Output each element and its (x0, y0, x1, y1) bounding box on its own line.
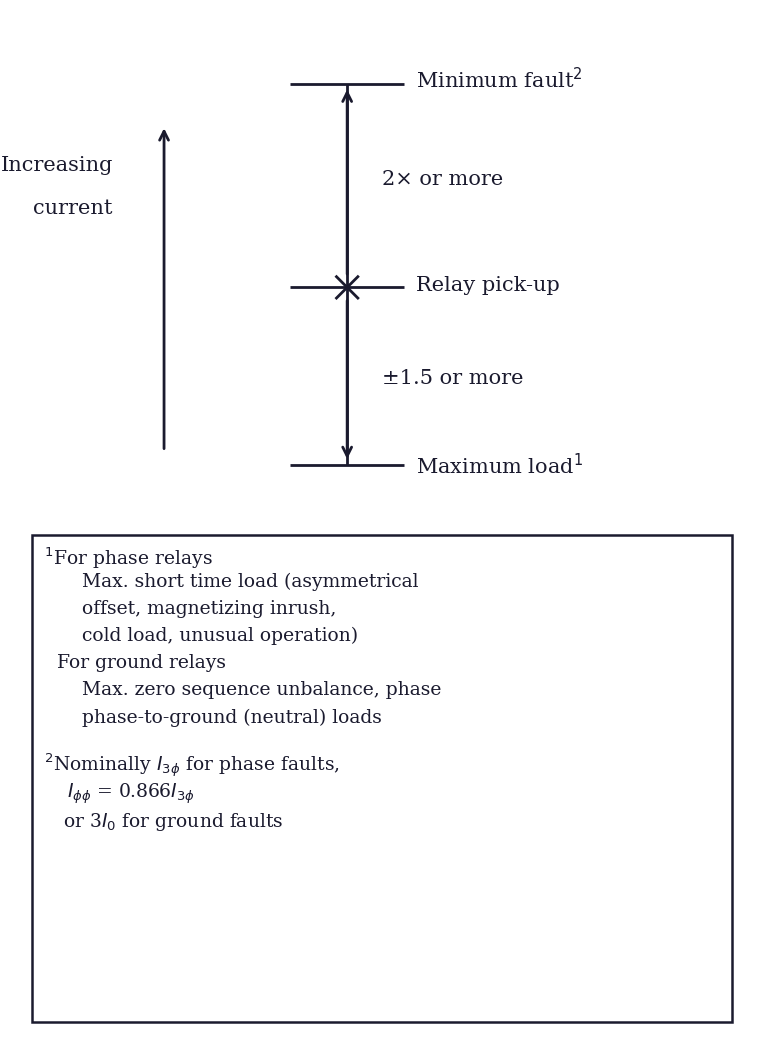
Text: Maximum load$^{1}$: Maximum load$^{1}$ (416, 454, 583, 479)
Text: Max. short time load (asymmetrical: Max. short time load (asymmetrical (82, 573, 419, 590)
Text: ±1.5 or more: ±1.5 or more (382, 369, 523, 388)
Text: phase-to-ground (neutral) loads: phase-to-ground (neutral) loads (82, 709, 382, 726)
Text: Relay pick-up: Relay pick-up (416, 276, 559, 295)
Text: For ground relays: For ground relays (57, 654, 226, 672)
Text: current: current (34, 200, 113, 218)
Text: Increasing: Increasing (1, 156, 113, 175)
Text: $^{2}$Nominally $I_{3\phi}$ for phase faults,: $^{2}$Nominally $I_{3\phi}$ for phase fa… (44, 752, 340, 781)
Text: $I_{\phi\phi}$ = 0.866$I_{3\phi}$: $I_{\phi\phi}$ = 0.866$I_{3\phi}$ (67, 782, 195, 806)
Text: cold load, unusual operation): cold load, unusual operation) (82, 627, 359, 645)
Text: offset, magnetizing inrush,: offset, magnetizing inrush, (82, 600, 336, 618)
Text: or 3$I_0$ for ground faults: or 3$I_0$ for ground faults (63, 811, 283, 833)
Text: 2× or more: 2× or more (382, 170, 503, 189)
Text: Minimum fault$^{2}$: Minimum fault$^{2}$ (416, 67, 582, 92)
Text: $^{1}$For phase relays: $^{1}$For phase relays (44, 545, 213, 571)
FancyBboxPatch shape (32, 535, 732, 1022)
Text: Max. zero sequence unbalance, phase: Max. zero sequence unbalance, phase (82, 681, 442, 699)
